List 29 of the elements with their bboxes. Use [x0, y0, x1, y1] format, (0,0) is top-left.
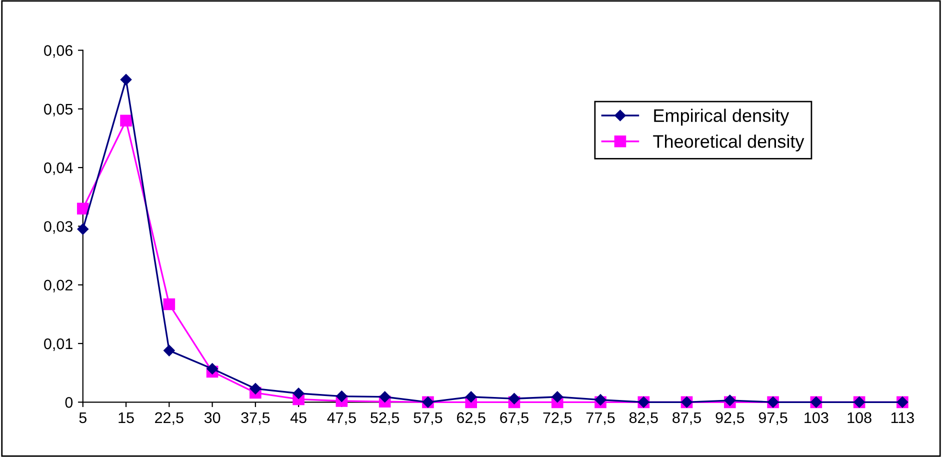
x-tick-label: 103 — [804, 412, 828, 424]
x-tick-label: 62,5 — [457, 412, 486, 425]
y-tick-label: 0,04 — [44, 162, 73, 176]
x-tick-label: 82,5 — [629, 412, 658, 425]
x-tick-label: 5 — [79, 412, 87, 424]
y-tick-label: 0,01 — [44, 338, 72, 352]
y-tick-label: 0,06 — [44, 45, 73, 58]
x-tick-label: 77,5 — [586, 412, 615, 425]
y-tick-label: 0,03 — [44, 221, 73, 234]
x-tick-label: 15 — [118, 412, 134, 424]
legend-label: Empirical density — [654, 108, 790, 126]
x-tick-label: 72,5 — [543, 412, 572, 425]
y-tick-label: 0,02 — [44, 280, 72, 292]
x-tick-label: 113 — [891, 412, 914, 424]
x-tick-label: 97,5 — [758, 412, 788, 425]
x-tick-label: 30 — [204, 412, 220, 424]
x-tick-label: 52,5 — [370, 412, 400, 425]
x-tick-label: 67,5 — [500, 412, 528, 425]
x-tick-label: 92,5 — [716, 412, 744, 425]
x-tick-label: 57,5 — [414, 412, 442, 425]
x-tick-label: 47,5 — [327, 412, 356, 425]
x-tick-label: 37,5 — [241, 412, 270, 425]
legend-label: Theoretical density — [653, 134, 804, 152]
x-tick-label: 87,5 — [672, 412, 701, 425]
x-tick-label: 108 — [848, 412, 872, 424]
x-tick-label: 45 — [290, 412, 306, 424]
y-tick-label: 0,05 — [44, 104, 73, 116]
x-tick-label: 22,5 — [155, 412, 184, 425]
y-tick-label: 0 — [65, 397, 73, 408]
